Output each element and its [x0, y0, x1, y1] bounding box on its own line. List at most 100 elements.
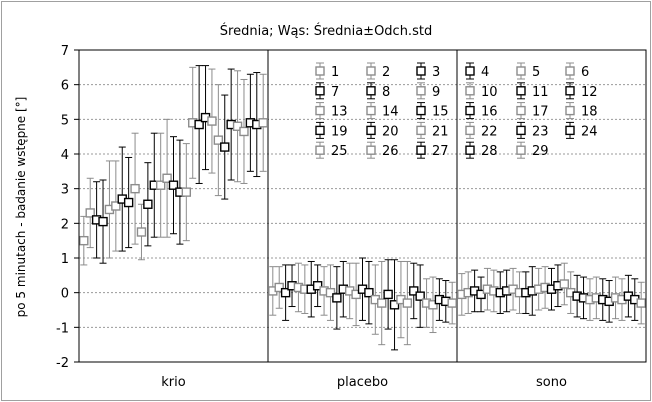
- mean-point: [559, 279, 570, 289]
- legend-marker: [465, 86, 475, 96]
- mean-point: [636, 298, 646, 308]
- legend-item: 28: [465, 141, 498, 159]
- legend-label: 7: [331, 85, 339, 100]
- legend-marker: [416, 105, 426, 116]
- mean-point: [213, 135, 224, 145]
- legend-label: 20: [382, 124, 399, 139]
- mean-point: [312, 281, 323, 291]
- x-tick-label: krio: [161, 375, 185, 390]
- legend-item: 14: [366, 102, 399, 120]
- mean-point: [415, 291, 425, 301]
- legend-label: 12: [581, 85, 598, 100]
- legend-item: 22: [465, 121, 498, 139]
- legend-marker: [565, 86, 575, 96]
- legend-item: 11: [516, 82, 549, 100]
- mean-point: [168, 180, 179, 190]
- legend-label: 28: [481, 144, 498, 159]
- legend-item: 21: [416, 121, 449, 139]
- legend-marker: [416, 145, 426, 155]
- mean-point: [136, 227, 147, 237]
- legend-item: 19: [315, 121, 348, 139]
- mean-point: [476, 289, 486, 300]
- legend-item: 25: [315, 141, 348, 159]
- legend-marker: [516, 125, 526, 136]
- legend-item: 27: [416, 141, 449, 159]
- legend-label: 9: [432, 85, 440, 100]
- mean-point: [364, 287, 374, 298]
- mean-point: [181, 187, 192, 197]
- legend-item: 6: [565, 62, 589, 80]
- mean-point: [280, 287, 291, 298]
- legend-label: 16: [481, 105, 498, 120]
- chart-title: Średnia; Wąs: Średnia±Odch.std: [220, 23, 432, 39]
- mean-point: [220, 142, 230, 152]
- legend-item: 4: [465, 62, 489, 80]
- legend-marker: [516, 86, 526, 96]
- legend-marker: [366, 66, 376, 76]
- legend-item: 17: [516, 102, 549, 120]
- legend-label: 21: [432, 124, 449, 139]
- legend-item: 15: [416, 102, 449, 120]
- legend-item: 7: [315, 82, 339, 100]
- legend-item: 16: [465, 102, 498, 120]
- mean-point: [232, 121, 243, 131]
- legend-label: 29: [532, 144, 549, 159]
- legend-label: 27: [432, 144, 449, 159]
- y-axis: -2 -1 0 1 2 3 4 5 6 7: [56, 44, 79, 371]
- legend-marker: [516, 105, 526, 116]
- mean-point: [85, 208, 95, 218]
- legend-label: 15: [432, 105, 449, 120]
- mean-point: [409, 286, 419, 296]
- mean-point: [351, 289, 361, 300]
- legend-item: 13: [315, 102, 348, 120]
- legend-marker: [315, 66, 325, 76]
- mean-point: [123, 197, 134, 208]
- mean-point: [389, 300, 400, 310]
- legend-label: 18: [581, 105, 598, 120]
- legend-item: 29: [516, 141, 549, 159]
- mean-point: [428, 300, 438, 310]
- plot-area-border: [78, 49, 647, 363]
- legend-label: 25: [331, 144, 348, 159]
- mean-point: [130, 183, 140, 194]
- legend-marker: [366, 145, 376, 155]
- mean-point: [332, 293, 342, 303]
- legend-marker: [465, 105, 475, 116]
- legend-label: 5: [532, 65, 540, 80]
- legend-item: 2: [366, 62, 390, 80]
- y-tick-label: 4: [61, 148, 69, 163]
- legend-label: 13: [331, 105, 348, 120]
- mean-point: [274, 282, 284, 293]
- legend-label: 17: [532, 105, 549, 120]
- mean-point: [383, 289, 393, 300]
- legend-marker: [416, 125, 426, 136]
- mean-point: [162, 173, 172, 183]
- legend-item: 26: [366, 141, 399, 159]
- legend-item: 12: [565, 82, 598, 100]
- legend-label: 10: [481, 85, 498, 100]
- mean-point: [325, 287, 336, 298]
- legend-label: 1: [331, 65, 339, 80]
- mean-point: [377, 298, 387, 308]
- y-tick-label: 3: [61, 183, 69, 198]
- legend-marker: [315, 145, 325, 155]
- legend-marker: [366, 105, 376, 116]
- legend-item: 1: [315, 62, 339, 80]
- legend-marker: [416, 86, 426, 96]
- legend-label: 24: [581, 124, 598, 139]
- mean-point: [447, 298, 457, 308]
- legend-marker: [465, 125, 475, 136]
- legend-marker: [565, 105, 575, 116]
- mean-point: [98, 216, 108, 227]
- y-tick-label: 7: [61, 44, 69, 59]
- legend-item: 10: [465, 82, 498, 100]
- legend-item: 9: [416, 82, 440, 100]
- legend-item: 23: [516, 121, 549, 139]
- legend-marker: [315, 86, 325, 96]
- legend-label: 14: [382, 105, 399, 120]
- legend-label: 8: [382, 85, 390, 100]
- legend-item: 5: [516, 62, 540, 80]
